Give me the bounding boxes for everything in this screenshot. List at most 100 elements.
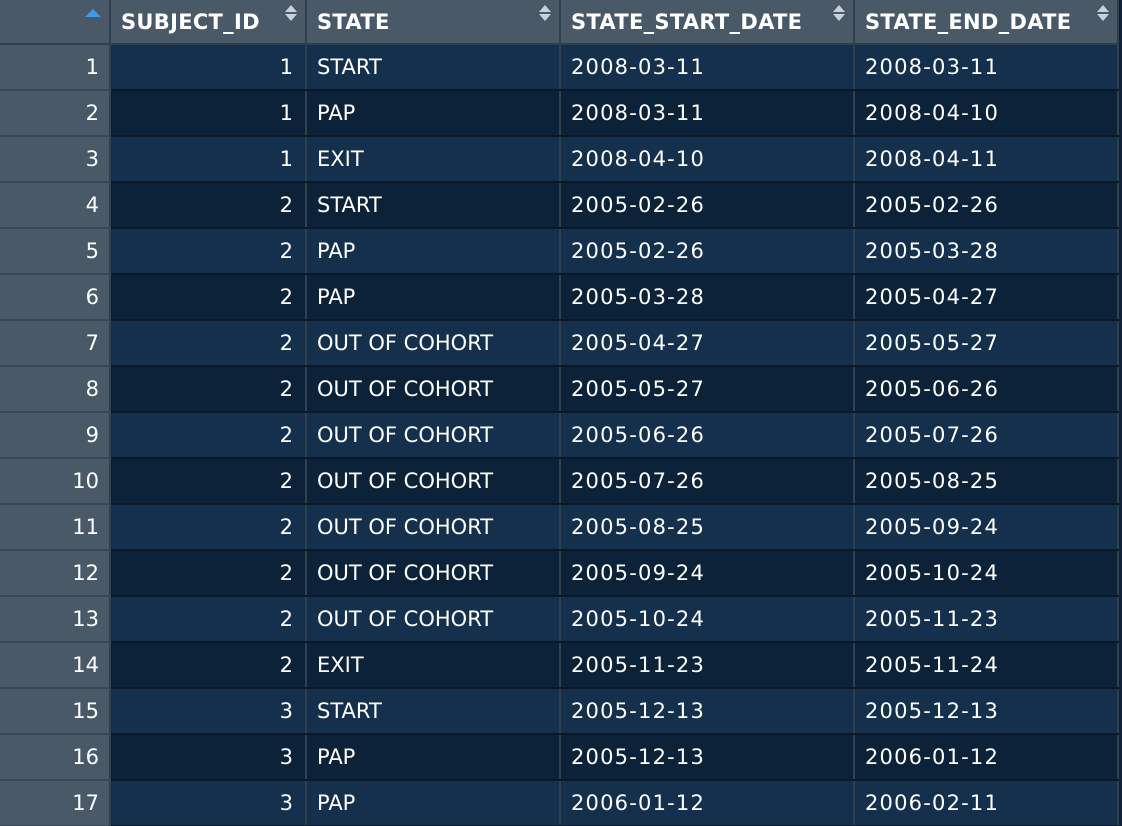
cell-state-start-date: 2005-07-26 <box>560 458 855 505</box>
cell-state-start-date: 2005-03-28 <box>560 274 855 321</box>
sort-both-icon <box>539 5 551 25</box>
table-row[interactable]: 10 2 OUT OF COHORT 2005-07-26 2005-08-25 <box>0 458 1119 505</box>
column-header-label: STATE_END_DATE <box>865 9 1072 34</box>
cell-state: PAP <box>306 90 561 137</box>
sort-ascending-icon <box>85 9 101 17</box>
cell-subject-id: 2 <box>110 182 307 229</box>
table-row[interactable]: 6 2 PAP 2005-03-28 2005-04-27 <box>0 274 1119 321</box>
cell-state-end-date: 2005-12-13 <box>854 688 1119 735</box>
row-number: 3 <box>0 136 111 183</box>
column-header-subject-id[interactable]: SUBJECT_ID <box>110 0 307 45</box>
table-row[interactable]: 1 1 START 2008-03-11 2008-03-11 <box>0 44 1119 91</box>
table-row[interactable]: 15 3 START 2005-12-13 2005-12-13 <box>0 688 1119 735</box>
cell-subject-id: 2 <box>110 642 307 689</box>
row-number: 15 <box>0 688 111 735</box>
cell-state: OUT OF COHORT <box>306 550 561 597</box>
cell-state: START <box>306 688 561 735</box>
table-row[interactable]: 12 2 OUT OF COHORT 2005-09-24 2005-10-24 <box>0 550 1119 597</box>
column-header-label: SUBJECT_ID <box>121 9 260 34</box>
table-row[interactable]: 11 2 OUT OF COHORT 2005-08-25 2005-09-24 <box>0 504 1119 551</box>
table-row[interactable]: 14 2 EXIT 2005-11-23 2005-11-24 <box>0 642 1119 689</box>
cell-state-end-date: 2006-02-11 <box>854 780 1119 826</box>
row-number: 12 <box>0 550 111 597</box>
row-number: 6 <box>0 274 111 321</box>
cell-state-end-date: 2005-10-24 <box>854 550 1119 597</box>
column-header-state[interactable]: STATE <box>306 0 561 45</box>
table-row[interactable]: 3 1 EXIT 2008-04-10 2008-04-11 <box>0 136 1119 183</box>
cell-state: START <box>306 44 561 91</box>
cell-state-start-date: 2005-04-27 <box>560 320 855 367</box>
table-row[interactable]: 2 1 PAP 2008-03-11 2008-04-10 <box>0 90 1119 137</box>
cell-state-start-date: 2005-06-26 <box>560 412 855 459</box>
row-number: 10 <box>0 458 111 505</box>
sort-both-icon <box>285 5 297 25</box>
cell-subject-id: 2 <box>110 504 307 551</box>
cell-state: PAP <box>306 734 561 781</box>
sort-both-icon <box>833 5 845 25</box>
cell-state: PAP <box>306 228 561 275</box>
cell-state-end-date: 2005-05-27 <box>854 320 1119 367</box>
cell-state-end-date: 2008-03-11 <box>854 44 1119 91</box>
cell-state-start-date: 2005-02-26 <box>560 228 855 275</box>
cell-state-end-date: 2005-07-26 <box>854 412 1119 459</box>
cell-state: PAP <box>306 780 561 826</box>
cell-subject-id: 2 <box>110 412 307 459</box>
cell-state-start-date: 2008-03-11 <box>560 90 855 137</box>
table-row[interactable]: 5 2 PAP 2005-02-26 2005-03-28 <box>0 228 1119 275</box>
row-number: 2 <box>0 90 111 137</box>
table-row[interactable]: 7 2 OUT OF COHORT 2005-04-27 2005-05-27 <box>0 320 1119 367</box>
cell-subject-id: 2 <box>110 320 307 367</box>
row-number: 11 <box>0 504 111 551</box>
row-number: 4 <box>0 182 111 229</box>
cell-subject-id: 1 <box>110 90 307 137</box>
cell-state: OUT OF COHORT <box>306 412 561 459</box>
cell-subject-id: 2 <box>110 458 307 505</box>
cell-state: OUT OF COHORT <box>306 504 561 551</box>
cell-state-end-date: 2005-02-26 <box>854 182 1119 229</box>
row-number: 7 <box>0 320 111 367</box>
cell-subject-id: 3 <box>110 688 307 735</box>
cell-state: OUT OF COHORT <box>306 320 561 367</box>
cell-state-end-date: 2005-09-24 <box>854 504 1119 551</box>
cell-subject-id: 2 <box>110 596 307 643</box>
table-row[interactable]: 17 3 PAP 2006-01-12 2006-02-11 <box>0 780 1119 826</box>
cell-state-end-date: 2005-04-27 <box>854 274 1119 321</box>
cell-subject-id: 1 <box>110 44 307 91</box>
row-number: 16 <box>0 734 111 781</box>
cell-subject-id: 3 <box>110 734 307 781</box>
cell-state-start-date: 2005-12-13 <box>560 734 855 781</box>
table-body: 1 1 START 2008-03-11 2008-03-11 2 1 PAP 2008-03-… <box>0 44 1119 826</box>
column-header-state-end-date[interactable]: STATE_END_DATE <box>854 0 1119 45</box>
cell-subject-id: 2 <box>110 550 307 597</box>
row-number: 9 <box>0 412 111 459</box>
table-row[interactable]: 16 3 PAP 2005-12-13 2006-01-12 <box>0 734 1119 781</box>
cell-state: EXIT <box>306 136 561 183</box>
cell-state-start-date: 2008-03-11 <box>560 44 855 91</box>
row-number: 5 <box>0 228 111 275</box>
sort-both-icon <box>1097 5 1109 25</box>
cell-state: PAP <box>306 274 561 321</box>
cell-state-end-date: 2006-01-12 <box>854 734 1119 781</box>
column-header-state-start-date[interactable]: STATE_START_DATE <box>560 0 855 45</box>
cell-state: OUT OF COHORT <box>306 596 561 643</box>
cell-state-end-date: 2005-03-28 <box>854 228 1119 275</box>
cell-state-end-date: 2005-11-23 <box>854 596 1119 643</box>
cell-state-start-date: 2006-01-12 <box>560 780 855 826</box>
cell-state-end-date: 2008-04-10 <box>854 90 1119 137</box>
cell-state-start-date: 2005-12-13 <box>560 688 855 735</box>
table-row[interactable]: 13 2 OUT OF COHORT 2005-10-24 2005-11-23 <box>0 596 1119 643</box>
cell-state-start-date: 2008-04-10 <box>560 136 855 183</box>
table-row[interactable]: 4 2 START 2005-02-26 2005-02-26 <box>0 182 1119 229</box>
cell-state-start-date: 2005-08-25 <box>560 504 855 551</box>
cell-state-start-date: 2005-05-27 <box>560 366 855 413</box>
table-row[interactable]: 9 2 OUT OF COHORT 2005-06-26 2005-07-26 <box>0 412 1119 459</box>
cell-state-end-date: 2005-08-25 <box>854 458 1119 505</box>
cell-state-start-date: 2005-09-24 <box>560 550 855 597</box>
table-header: SUBJECT_ID STATE STATE_START_DATE STATE_… <box>0 0 1119 45</box>
cell-subject-id: 2 <box>110 228 307 275</box>
table-row[interactable]: 8 2 OUT OF COHORT 2005-05-27 2005-06-26 <box>0 366 1119 413</box>
cell-state: START <box>306 182 561 229</box>
column-header-rownum[interactable] <box>0 0 111 45</box>
